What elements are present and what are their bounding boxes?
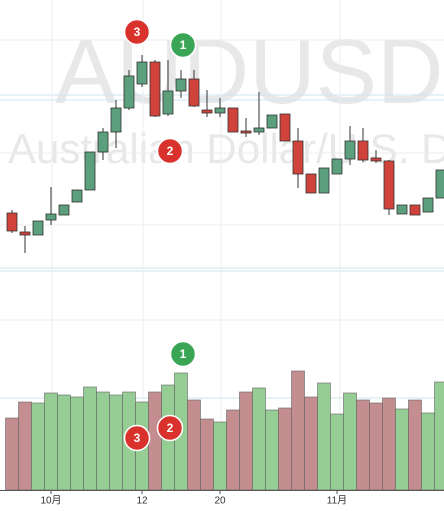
candle-body (240, 130, 252, 134)
volume-bar (213, 421, 227, 491)
candle-body (162, 90, 174, 115)
volume-bar (278, 407, 292, 491)
volume-bar (148, 391, 162, 491)
subtitle: Australian Dollar/U.S. Dollar (8, 125, 444, 172)
candle-body (266, 114, 278, 129)
event-marker-label: 3 (134, 431, 141, 445)
candle-body (58, 204, 70, 216)
candle-body (331, 158, 343, 175)
candle-body (409, 204, 421, 216)
volume-bar (317, 382, 331, 491)
gridlines (0, 0, 444, 490)
volume-bar (291, 370, 305, 491)
watermark: AUDUSD (55, 21, 443, 123)
candle-body (253, 127, 265, 133)
volume-bar (382, 397, 396, 491)
volume-bar (44, 392, 58, 491)
volume-bar (5, 417, 19, 491)
event-marker-label: 1 (180, 347, 187, 361)
x-tick-label: 20 (214, 496, 226, 507)
volume-bar (200, 418, 214, 491)
volume-bar (18, 401, 32, 491)
watermark-group: AUDUSD Australian Dollar/U.S. Dollar (8, 21, 444, 172)
volume-bar (343, 392, 357, 491)
candle-body (279, 113, 291, 142)
volume-bar (265, 409, 279, 491)
event-marker (169, 31, 197, 59)
x-tick-label: 11月 (327, 495, 347, 507)
candle-body (123, 75, 135, 109)
candle-body (357, 140, 369, 161)
volume-bar (239, 391, 253, 491)
event-marker (123, 18, 151, 46)
volume-bar (408, 399, 422, 491)
candle-group (6, 55, 444, 253)
candle-body (32, 220, 44, 236)
volume-bar (252, 387, 266, 491)
candle-body (175, 78, 187, 92)
event-marker (169, 340, 197, 368)
marker-group: 3 1 2 1 3 2 (123, 18, 197, 452)
volume-bar (395, 408, 409, 491)
candle-body (370, 157, 382, 162)
volume-bar (304, 396, 318, 491)
candle-body (383, 160, 395, 210)
candle-body (188, 78, 200, 107)
candle-body (110, 107, 122, 133)
candle-body (136, 61, 148, 85)
volume-bar (70, 396, 84, 491)
candle-body (6, 212, 18, 232)
candle-body (201, 109, 213, 114)
candle-body (97, 131, 109, 153)
candle-body (84, 151, 96, 191)
volume-bar (369, 402, 383, 491)
x-tick-label: 12 (136, 496, 148, 507)
event-marker (123, 424, 151, 452)
x-tick-label: 10月 (40, 495, 61, 507)
event-marker-label: 1 (180, 38, 187, 52)
candle-body (305, 173, 317, 194)
x-axis-band (0, 490, 444, 511)
volume-bar (421, 412, 435, 491)
volume-bar (226, 409, 240, 491)
volume-bar (83, 386, 97, 491)
x-axis: 10月 12 20 11月 (40, 490, 347, 507)
candle-body (227, 107, 239, 133)
candle-body (318, 167, 330, 194)
volume-bar (356, 399, 370, 491)
volume-bar (96, 391, 110, 491)
event-marker-label: 3 (134, 25, 141, 39)
event-marker-label: 2 (167, 421, 174, 435)
candle-body (435, 169, 444, 199)
volume-bar (330, 413, 344, 491)
candle-body (292, 140, 304, 175)
candle-body (344, 140, 356, 160)
event-marker-label: 2 (167, 144, 174, 158)
volume-bar (31, 402, 45, 491)
candle-body (45, 213, 57, 221)
event-marker (156, 137, 184, 165)
volume-bar (109, 394, 123, 491)
candle-body (19, 231, 31, 236)
candle-body (396, 204, 408, 215)
volume-bar (57, 394, 71, 491)
candle-body (71, 189, 83, 203)
candle-body (149, 61, 161, 117)
candle-body (422, 197, 434, 213)
volume-bar (187, 399, 201, 491)
volume-bar (434, 381, 444, 491)
event-marker (156, 414, 184, 442)
candle-body (214, 107, 226, 114)
